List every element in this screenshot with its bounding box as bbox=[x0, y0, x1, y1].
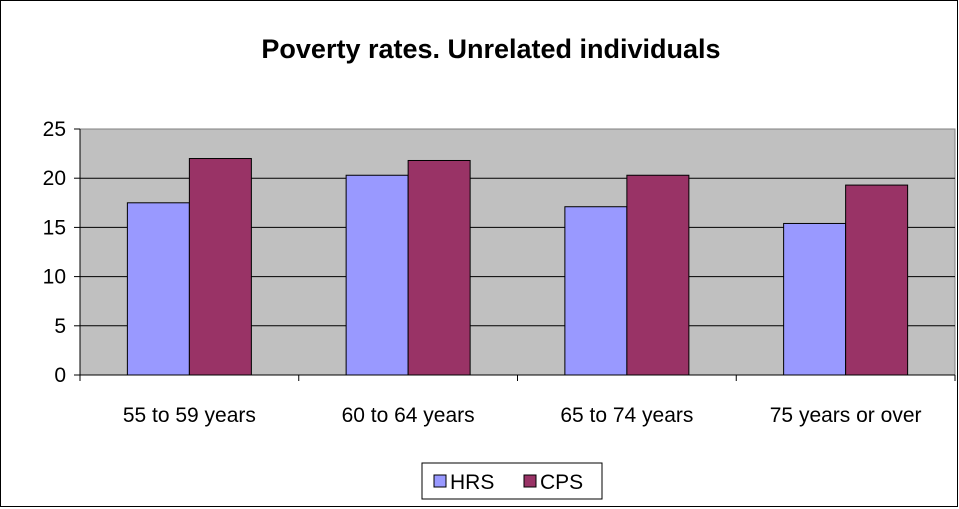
legend-label-cps: CPS bbox=[540, 471, 583, 494]
bar-cps bbox=[626, 174, 690, 376]
x-tick-label: 75 years or over bbox=[770, 404, 922, 427]
legend: HRS CPS bbox=[421, 462, 603, 500]
chart-title: Poverty rates. Unrelated individuals bbox=[261, 34, 720, 64]
bar-cps bbox=[188, 158, 252, 376]
bar-hrs bbox=[564, 206, 628, 376]
x-tick-label: 65 to 74 years bbox=[560, 404, 693, 427]
y-axis-tick-labels: 0 5 10 15 20 25 bbox=[43, 118, 66, 387]
axes bbox=[74, 128, 956, 381]
x-tick-label: 55 to 59 years bbox=[123, 404, 256, 427]
bar-cps bbox=[845, 184, 909, 376]
y-tick-label: 5 bbox=[54, 315, 66, 338]
bar-hrs bbox=[783, 222, 847, 376]
y-tick-label: 20 bbox=[43, 167, 66, 190]
bar-hrs bbox=[345, 174, 409, 376]
x-tick-label: 60 to 64 years bbox=[342, 404, 475, 427]
legend-swatch-cps bbox=[523, 474, 537, 488]
y-tick-label: 25 bbox=[43, 118, 66, 141]
bars bbox=[126, 158, 909, 376]
x-axis-tick-labels: 55 to 59 years 60 to 64 years 65 to 74 yea… bbox=[123, 404, 922, 427]
y-tick-label: 0 bbox=[54, 364, 66, 387]
legend-swatch-hrs bbox=[433, 474, 447, 488]
legend-label-hrs: HRS bbox=[450, 471, 494, 494]
legend-box bbox=[421, 462, 603, 500]
bar-hrs bbox=[126, 202, 190, 376]
y-tick-label: 10 bbox=[43, 266, 66, 289]
bar-cps bbox=[407, 159, 471, 376]
y-tick-label: 15 bbox=[43, 216, 66, 239]
